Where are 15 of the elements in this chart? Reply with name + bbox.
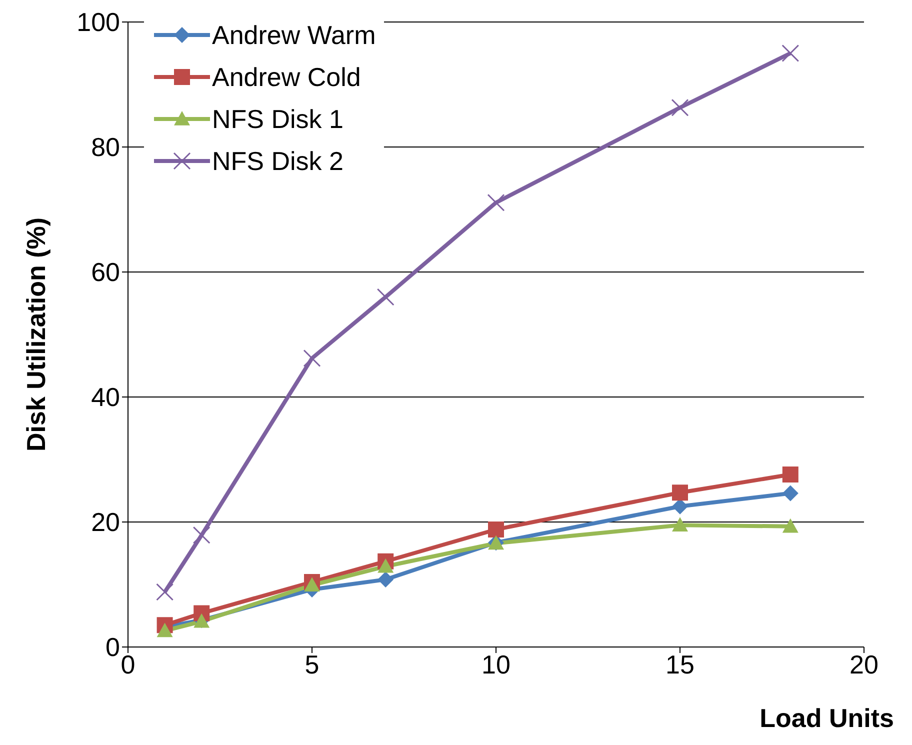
y-tick-label: 100 (76, 7, 120, 38)
y-tick-label: 80 (91, 132, 120, 162)
legend-label: Andrew Warm (212, 20, 376, 50)
x-tick-label: 10 (482, 649, 510, 680)
y-tick-label: 40 (91, 382, 120, 412)
x-tick-label: 15 (666, 649, 694, 680)
x-tick-label: 5 (304, 649, 320, 680)
x-axis-title: Load Units (760, 703, 894, 733)
x-tick-label: 20 (850, 649, 878, 680)
y-tick-label: 20 (91, 507, 120, 538)
y-axis-title: Disk Utilization (%) (21, 217, 52, 452)
legend-label: Andrew Cold (212, 62, 361, 92)
y-tick-label: 60 (91, 257, 120, 288)
legend-label: NFS Disk 2 (212, 146, 344, 176)
legend-label: NFS Disk 1 (212, 104, 344, 134)
